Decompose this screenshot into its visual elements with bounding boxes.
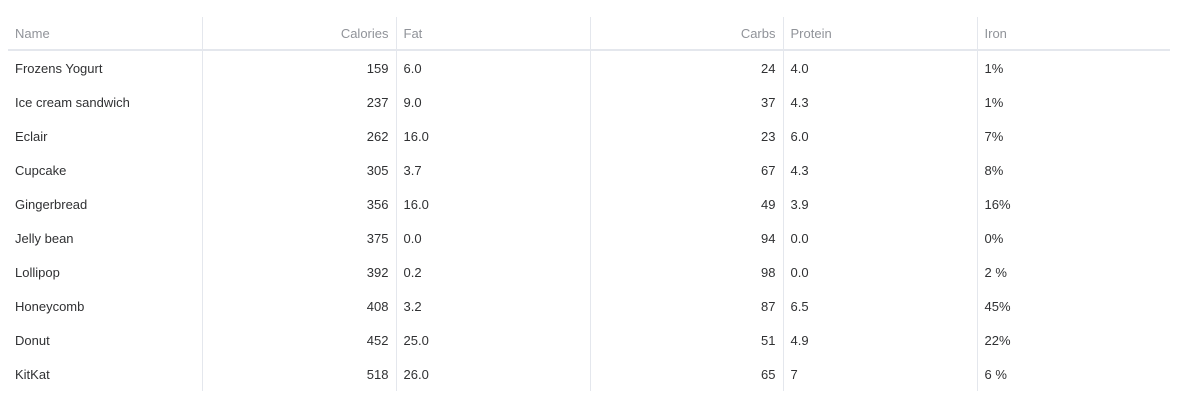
column-header-name[interactable]: Name bbox=[8, 17, 203, 51]
cell-carbs: 94 bbox=[590, 221, 784, 255]
cell-fat: 6.0 bbox=[396, 50, 591, 85]
cell-name: Honeycomb bbox=[8, 289, 203, 323]
data-table-container: Name Calories Fat Carbs Protein Iron Fro… bbox=[8, 17, 1170, 391]
cell-protein: 4.3 bbox=[783, 153, 978, 187]
cell-calories: 408 bbox=[202, 289, 397, 323]
cell-calories: 237 bbox=[202, 85, 397, 119]
cell-iron: 8% bbox=[984, 162, 1004, 178]
column-header-iron[interactable]: Iron bbox=[977, 17, 1170, 51]
column-header-carbs[interactable]: Carbs bbox=[590, 17, 784, 51]
cell-iron: 1% bbox=[984, 60, 1004, 76]
cell-name: Frozens Yogurt bbox=[8, 50, 203, 85]
cell-protein: 4.9 bbox=[783, 323, 978, 357]
cell-carbs: 24 bbox=[590, 50, 784, 85]
cell-protein: 0.0 bbox=[783, 221, 978, 255]
cell-calories: 305 bbox=[202, 153, 397, 187]
cell-calories: 392 bbox=[202, 255, 397, 289]
table-row: Gingerbread 356 16.0 49 3.9 16% bbox=[8, 187, 1170, 221]
cell-calories: 159 bbox=[202, 50, 397, 85]
cell-iron: 0% bbox=[984, 230, 1004, 246]
cell-fat: 16.0 bbox=[396, 187, 591, 221]
cell-calories: 375 bbox=[202, 221, 397, 255]
cell-fat: 3.7 bbox=[396, 153, 591, 187]
cell-carbs: 87 bbox=[590, 289, 784, 323]
table-row: Donut 452 25.0 51 4.9 22% bbox=[8, 323, 1170, 357]
cell-iron: 2 % bbox=[984, 264, 1007, 280]
cell-protein: 4.0 bbox=[783, 50, 978, 85]
nutrition-table: Name Calories Fat Carbs Protein Iron Fro… bbox=[8, 17, 1170, 391]
table-row: Eclair 262 16.0 23 6.0 7% bbox=[8, 119, 1170, 153]
cell-name: Cupcake bbox=[8, 153, 203, 187]
cell-protein: 3.9 bbox=[783, 187, 978, 221]
cell-calories: 452 bbox=[202, 323, 397, 357]
column-header-fat[interactable]: Fat bbox=[396, 17, 591, 51]
cell-iron: 45% bbox=[984, 298, 1011, 314]
cell-calories: 262 bbox=[202, 119, 397, 153]
cell-name: Ice cream sandwich bbox=[8, 85, 203, 119]
cell-calories: 356 bbox=[202, 187, 397, 221]
cell-iron: 6 % bbox=[984, 366, 1007, 382]
cell-iron: 22% bbox=[984, 332, 1011, 348]
table-row: Jelly bean 375 0.0 94 0.0 0% bbox=[8, 221, 1170, 255]
cell-carbs: 49 bbox=[590, 187, 784, 221]
cell-iron: 1% bbox=[984, 94, 1004, 110]
cell-carbs: 65 bbox=[590, 357, 784, 391]
header-row: Name Calories Fat Carbs Protein Iron bbox=[8, 17, 1170, 51]
table-row: Lollipop 392 0.2 98 0.0 2 % bbox=[8, 255, 1170, 289]
cell-carbs: 67 bbox=[590, 153, 784, 187]
cell-protein: 6.5 bbox=[783, 289, 978, 323]
cell-name: Jelly bean bbox=[8, 221, 203, 255]
cell-protein: 7 bbox=[783, 357, 978, 391]
cell-fat: 9.0 bbox=[396, 85, 591, 119]
cell-name: Gingerbread bbox=[8, 187, 203, 221]
table-header: Name Calories Fat Carbs Protein Iron bbox=[8, 17, 1170, 51]
cell-carbs: 98 bbox=[590, 255, 784, 289]
cell-carbs: 51 bbox=[590, 323, 784, 357]
cell-name: KitKat bbox=[8, 357, 203, 391]
cell-fat: 25.0 bbox=[396, 323, 591, 357]
cell-fat: 0.0 bbox=[396, 221, 591, 255]
table-row: Ice cream sandwich 237 9.0 37 4.3 1% bbox=[8, 85, 1170, 119]
cell-protein: 4.3 bbox=[783, 85, 978, 119]
cell-protein: 6.0 bbox=[783, 119, 978, 153]
cell-fat: 3.2 bbox=[396, 289, 591, 323]
cell-iron: 16% bbox=[984, 196, 1011, 212]
cell-protein: 0.0 bbox=[783, 255, 978, 289]
table-row: Cupcake 305 3.7 67 4.3 8% bbox=[8, 153, 1170, 187]
cell-name: Donut bbox=[8, 323, 203, 357]
cell-name: Eclair bbox=[8, 119, 203, 153]
cell-fat: 0.2 bbox=[396, 255, 591, 289]
cell-fat: 16.0 bbox=[396, 119, 591, 153]
table-body: Frozens Yogurt 159 6.0 24 4.0 1% Ice cream san… bbox=[8, 50, 1170, 391]
column-header-protein[interactable]: Protein bbox=[783, 17, 978, 51]
cell-carbs: 23 bbox=[590, 119, 784, 153]
cell-calories: 518 bbox=[202, 357, 397, 391]
column-header-calories[interactable]: Calories bbox=[202, 17, 397, 51]
table-row: KitKat 518 26.0 65 7 6 % bbox=[8, 357, 1170, 391]
cell-carbs: 37 bbox=[590, 85, 784, 119]
table-row: Honeycomb 408 3.2 87 6.5 45% bbox=[8, 289, 1170, 323]
cell-fat: 26.0 bbox=[396, 357, 591, 391]
cell-iron: 7% bbox=[984, 128, 1004, 144]
cell-name: Lollipop bbox=[8, 255, 203, 289]
table-row: Frozens Yogurt 159 6.0 24 4.0 1% bbox=[8, 50, 1170, 85]
